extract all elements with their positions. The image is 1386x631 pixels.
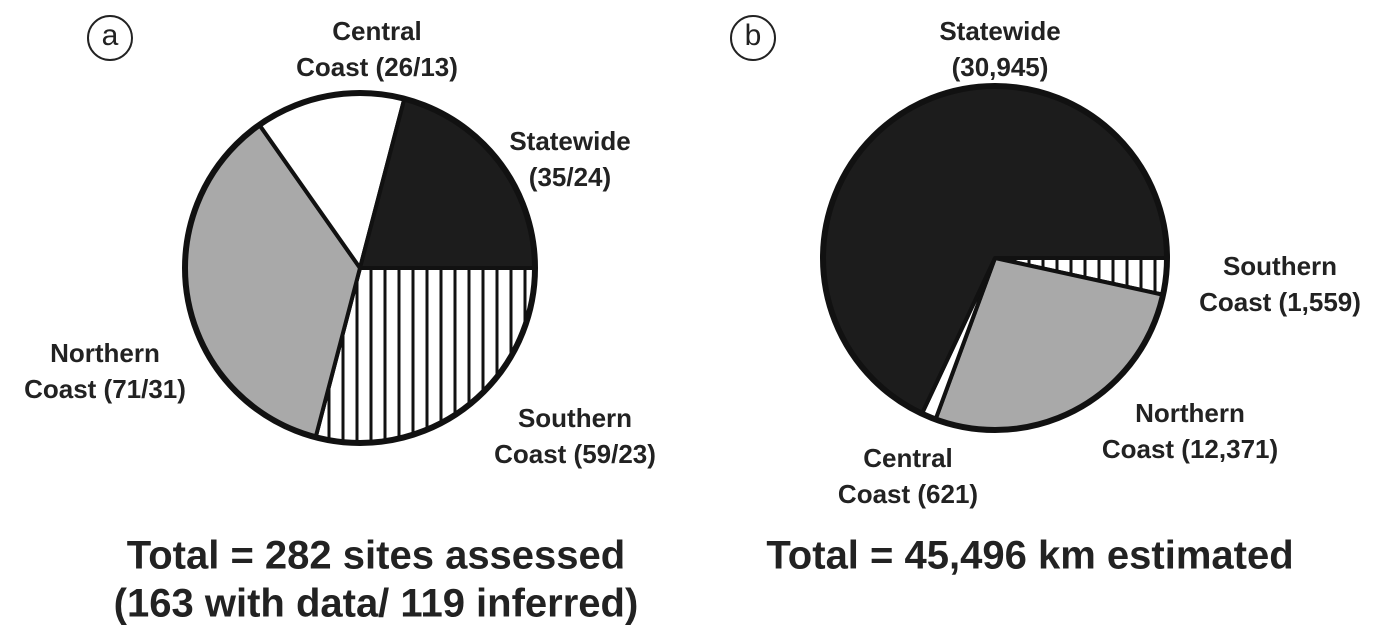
slice-label: Coast (59/23)	[494, 439, 656, 469]
total-text: Total = 282 sites assessed	[127, 534, 625, 578]
total-text: (163 with data/ 119 inferred)	[114, 582, 639, 626]
slice-label: Southern	[1223, 251, 1337, 281]
slice-label: Central	[863, 443, 953, 473]
slice-label: Central	[332, 16, 422, 46]
slice-label: Coast (26/13)	[296, 52, 458, 82]
slice-label: Coast (621)	[838, 479, 978, 509]
pie-outline	[820, 83, 1170, 433]
slice-label: Northern	[1135, 398, 1245, 428]
panel-circle	[730, 15, 776, 61]
slice-label: Coast (71/31)	[24, 374, 186, 404]
panel-label: a	[102, 19, 119, 52]
panel-circle	[87, 15, 133, 61]
slice-label: Southern	[518, 403, 632, 433]
pie-outline	[182, 90, 538, 446]
total-text: Total = 45,496 km estimated	[766, 534, 1293, 578]
slice-label: (30,945)	[952, 52, 1049, 82]
slice-label: (35/24)	[529, 162, 611, 192]
panel-label: b	[745, 19, 762, 52]
slice-label: Coast (1,559)	[1199, 287, 1361, 317]
slice-label: Coast (12,371)	[1102, 434, 1278, 464]
slice-label: Northern	[50, 338, 160, 368]
slice-label: Statewide	[509, 126, 630, 156]
slice-label: Statewide	[939, 16, 1060, 46]
